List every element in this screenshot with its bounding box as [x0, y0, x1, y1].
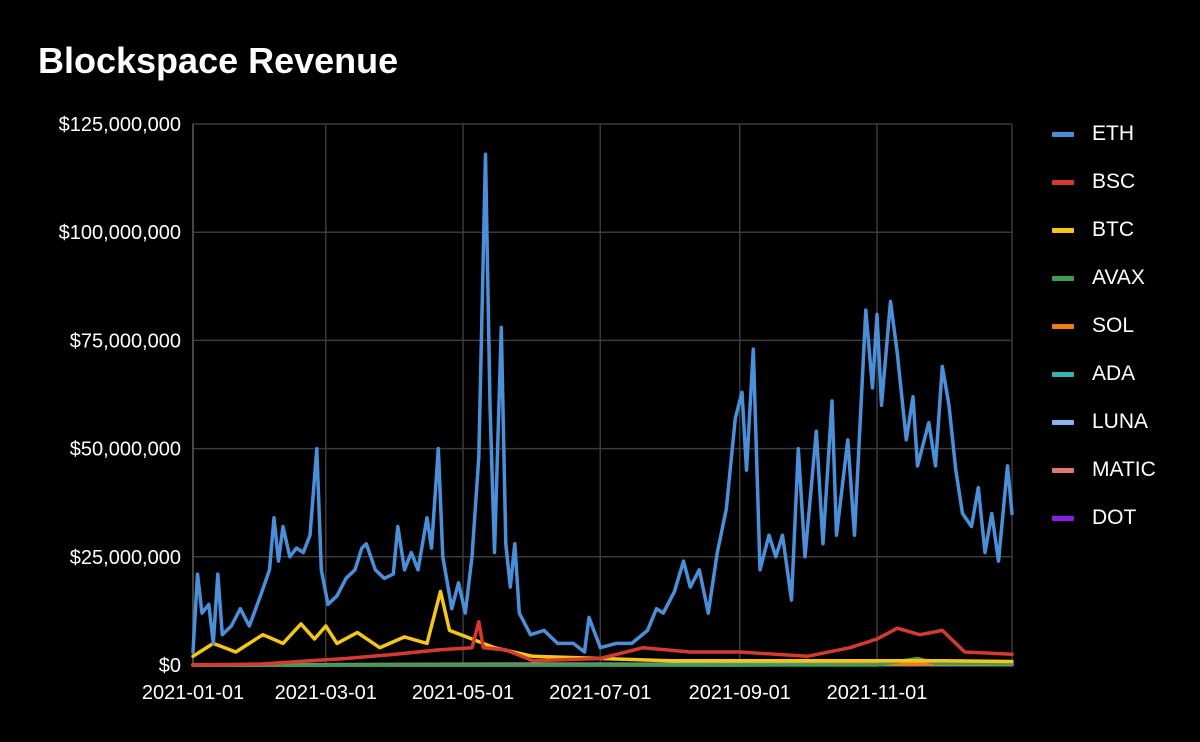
series-line-bsc — [191, 619, 1014, 667]
legend-swatch — [1052, 515, 1074, 521]
legend-item-luna: LUNA — [1052, 398, 1156, 446]
y-tick-label: $25,000,000 — [70, 547, 181, 569]
x-tick-label: 2021-11-01 — [827, 682, 928, 704]
legend-item-sol: SOL — [1052, 302, 1156, 350]
legend-label: ADA — [1092, 362, 1136, 385]
chart-title: Blockspace Revenue — [38, 40, 399, 81]
legend-item-btc: BTC — [1052, 206, 1156, 254]
legend-label: ETH — [1092, 122, 1134, 145]
legend-item-avax: AVAX — [1052, 254, 1156, 302]
x-tick-label: 2021-09-01 — [689, 682, 791, 704]
series-line-avax — [191, 656, 1014, 667]
x-tick-label: 2021-01-01 — [142, 682, 244, 704]
legend-label: SOL — [1092, 314, 1135, 337]
legend-label: MATIC — [1092, 458, 1156, 481]
y-tick-label: $125,000,000 — [59, 114, 181, 136]
legend-swatch — [1052, 227, 1074, 233]
legend-item-bsc: BSC — [1052, 158, 1156, 206]
legend-label: AVAX — [1092, 266, 1145, 289]
legend-item-dot: DOT — [1052, 494, 1156, 542]
y-tick-label: $0 — [159, 655, 181, 677]
series-lines — [191, 152, 1014, 667]
legend-swatch — [1052, 131, 1074, 137]
x-tick-label: 2021-05-01 — [412, 682, 514, 704]
series-line-btc — [191, 589, 1014, 664]
y-tick-label: $100,000,000 — [59, 222, 181, 244]
series-line-eth — [191, 152, 1014, 654]
gridlines — [192, 123, 1013, 666]
legend: ETH BSC BTC AVAX SOL ADA LUNA MATIC DOT — [1052, 110, 1156, 542]
legend-item-matic: MATIC — [1052, 446, 1156, 494]
legend-label: BSC — [1092, 170, 1136, 193]
legend-item-ada: ADA — [1052, 350, 1156, 398]
legend-item-eth: ETH — [1052, 110, 1156, 158]
legend-swatch — [1052, 323, 1074, 329]
legend-swatch — [1052, 419, 1074, 425]
y-axis-ticks: $0 $25,000,000 $50,000,000 $75,000,000 $100,… — [59, 114, 181, 677]
x-axis-ticks: 2021-01-01 2021-03-01 2021-05-01 2021-07-01… — [142, 682, 928, 704]
legend-swatch — [1052, 275, 1074, 281]
legend-label: DOT — [1092, 506, 1137, 529]
legend-swatch — [1052, 467, 1074, 473]
y-tick-label: $50,000,000 — [70, 439, 181, 461]
legend-label: LUNA — [1092, 410, 1149, 433]
x-tick-label: 2021-07-01 — [549, 682, 651, 704]
legend-label: BTC — [1092, 218, 1134, 241]
legend-swatch — [1052, 179, 1074, 185]
y-tick-label: $75,000,000 — [70, 330, 181, 352]
x-tick-label: 2021-03-01 — [275, 682, 377, 704]
legend-swatch — [1052, 371, 1074, 377]
